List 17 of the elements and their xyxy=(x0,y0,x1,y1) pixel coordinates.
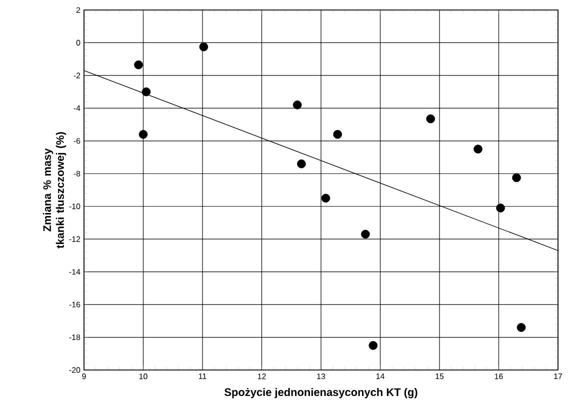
point xyxy=(368,341,378,350)
point xyxy=(496,204,505,212)
y-axis-title: Zmiana % masy tkanki tłuszczowej (%) xyxy=(42,132,66,248)
point xyxy=(321,194,330,203)
point xyxy=(138,130,148,139)
point xyxy=(134,60,143,70)
point xyxy=(474,144,482,154)
point xyxy=(292,100,302,110)
point xyxy=(199,42,208,52)
point xyxy=(142,87,151,96)
x-axis-title: Spożycie jednonienasyconych KT (g) xyxy=(224,388,418,398)
point xyxy=(512,173,521,182)
point xyxy=(333,130,342,139)
point xyxy=(361,230,370,239)
point xyxy=(297,159,306,168)
point xyxy=(426,114,436,124)
point xyxy=(516,323,526,332)
